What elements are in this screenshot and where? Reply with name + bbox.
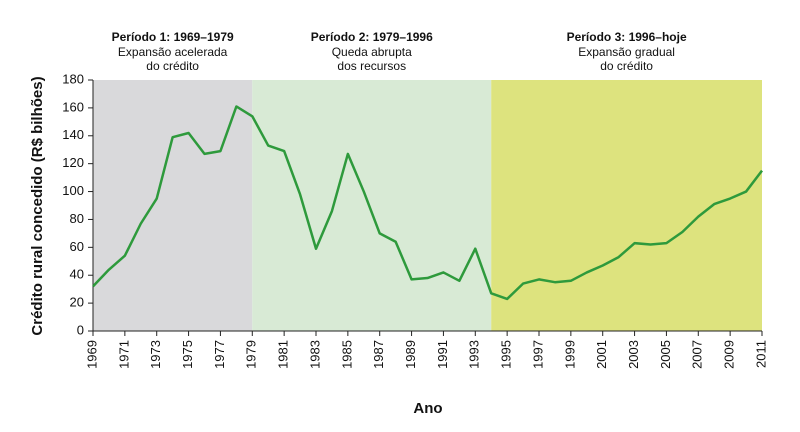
y-tick-label: 100: [62, 183, 84, 198]
y-tick-label: 140: [62, 127, 84, 142]
x-tick-label: 1983: [307, 340, 322, 369]
y-tick-label: 80: [70, 211, 84, 226]
y-tick-label: 60: [70, 239, 84, 254]
y-tick-label: 20: [70, 295, 84, 310]
period-band: [252, 80, 492, 331]
x-tick-label: 1985: [339, 340, 354, 369]
period-subtitle: Expansão acelerada: [118, 45, 228, 59]
x-tick-label: 1975: [180, 340, 195, 369]
x-tick-label: 1989: [403, 340, 418, 369]
period-band: [93, 80, 253, 331]
x-tick-label: 1973: [148, 340, 163, 369]
period-subtitle: Queda abrupta: [332, 45, 412, 59]
x-tick-label: 1977: [212, 340, 227, 369]
x-tick-label: 1987: [371, 340, 386, 369]
period-title: Período 2: 1979–1996: [311, 30, 433, 44]
y-axis-label: Crédito rural concedido (R$ bilhões): [29, 76, 46, 335]
x-tick-label: 1981: [276, 340, 291, 369]
x-tick-label: 1991: [435, 340, 450, 369]
x-axis-label: Ano: [413, 400, 442, 417]
x-tick-label: 1993: [467, 340, 482, 369]
period-subtitle: Expansão gradual: [578, 45, 675, 59]
period-title: Período 1: 1969–1979: [112, 30, 234, 44]
x-tick-label: 1997: [530, 340, 545, 369]
y-tick-label: 180: [62, 71, 84, 86]
y-tick-label: 0: [77, 322, 84, 337]
period-subtitle: dos recursos: [337, 59, 406, 73]
x-tick-label: 1979: [244, 340, 259, 369]
x-tick-label: 2009: [722, 340, 737, 369]
x-tick-label: 2011: [753, 340, 768, 368]
x-tick-label: 2007: [690, 340, 705, 369]
period-subtitle: do crédito: [146, 59, 199, 73]
x-tick-label: 1969: [84, 340, 99, 369]
y-tick-label: 120: [62, 155, 84, 170]
period-subtitle: do crédito: [600, 59, 653, 73]
y-tick-label: 160: [62, 99, 84, 114]
x-tick-label: 1999: [562, 340, 577, 369]
y-tick-label: 40: [70, 267, 84, 282]
period-title: Período 3: 1996–hoje: [567, 30, 687, 44]
data-line: [92, 105, 763, 301]
period-band: [491, 80, 762, 331]
x-tick-label: 2005: [658, 340, 673, 369]
x-tick-label: 1995: [499, 340, 514, 369]
x-tick-label: 1971: [116, 340, 131, 369]
x-tick-label: 2003: [626, 340, 641, 369]
x-tick-label: 2001: [594, 340, 609, 369]
